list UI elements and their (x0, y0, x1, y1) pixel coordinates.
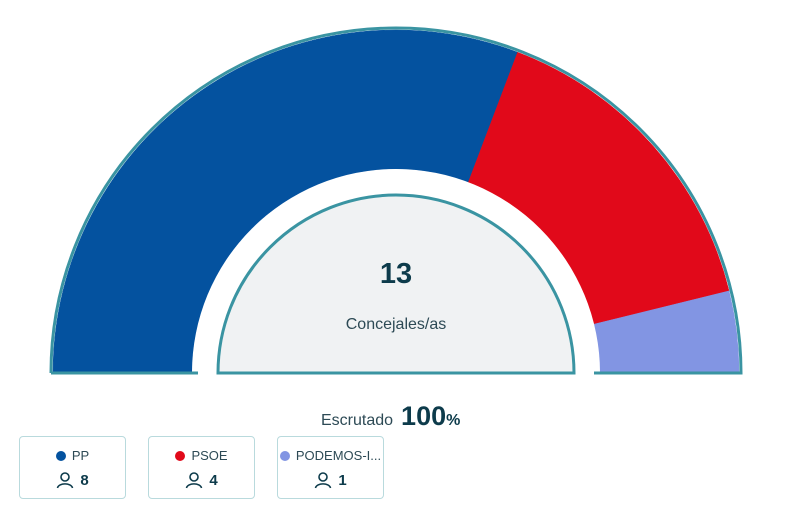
person-icon (315, 472, 332, 489)
party-seats: 1 (338, 472, 347, 489)
party-color-dot (55, 450, 66, 461)
scrutiny-value: 100 (401, 401, 447, 431)
total-seats-value: 13 (379, 258, 413, 290)
party-color-dot (175, 450, 186, 461)
person-icon (186, 472, 203, 489)
party-card-psoe[interactable]: PSOE 4 (148, 436, 255, 499)
party-color-dot (279, 450, 290, 461)
inner-outline (216, 193, 576, 375)
chart-segments (52, 29, 740, 374)
total-seats-label: Concejales/as (345, 316, 447, 333)
party-seats: 4 (209, 472, 218, 489)
person-icon (57, 472, 74, 489)
outer-outline (49, 26, 743, 375)
party-name: PSOE (191, 448, 228, 463)
scrutiny-unit: % (446, 412, 461, 429)
scrutiny-label: Escrutado (321, 412, 394, 429)
party-seats: 8 (80, 472, 89, 489)
scrutiny-status: Escrutado 100 % (321, 401, 460, 432)
party-card-pp[interactable]: PP 8 (19, 436, 126, 499)
party-card-podemos[interactable]: PODEMOS-I... 1 (277, 436, 384, 499)
party-name: PP (71, 448, 90, 463)
party-name: PODEMOS-I... (295, 448, 382, 463)
